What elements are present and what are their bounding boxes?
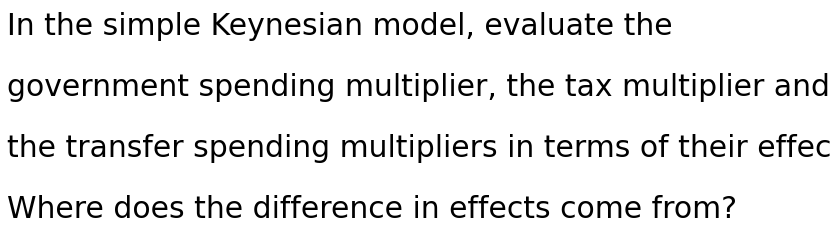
Text: government spending multiplier, the tax multiplier and: government spending multiplier, the tax … — [7, 73, 829, 102]
Text: In the simple Keynesian model, evaluate the: In the simple Keynesian model, evaluate … — [7, 12, 672, 41]
Text: the transfer spending multipliers in terms of their effects.: the transfer spending multipliers in ter… — [7, 134, 831, 163]
Text: Where does the difference in effects come from?: Where does the difference in effects com… — [7, 195, 737, 224]
